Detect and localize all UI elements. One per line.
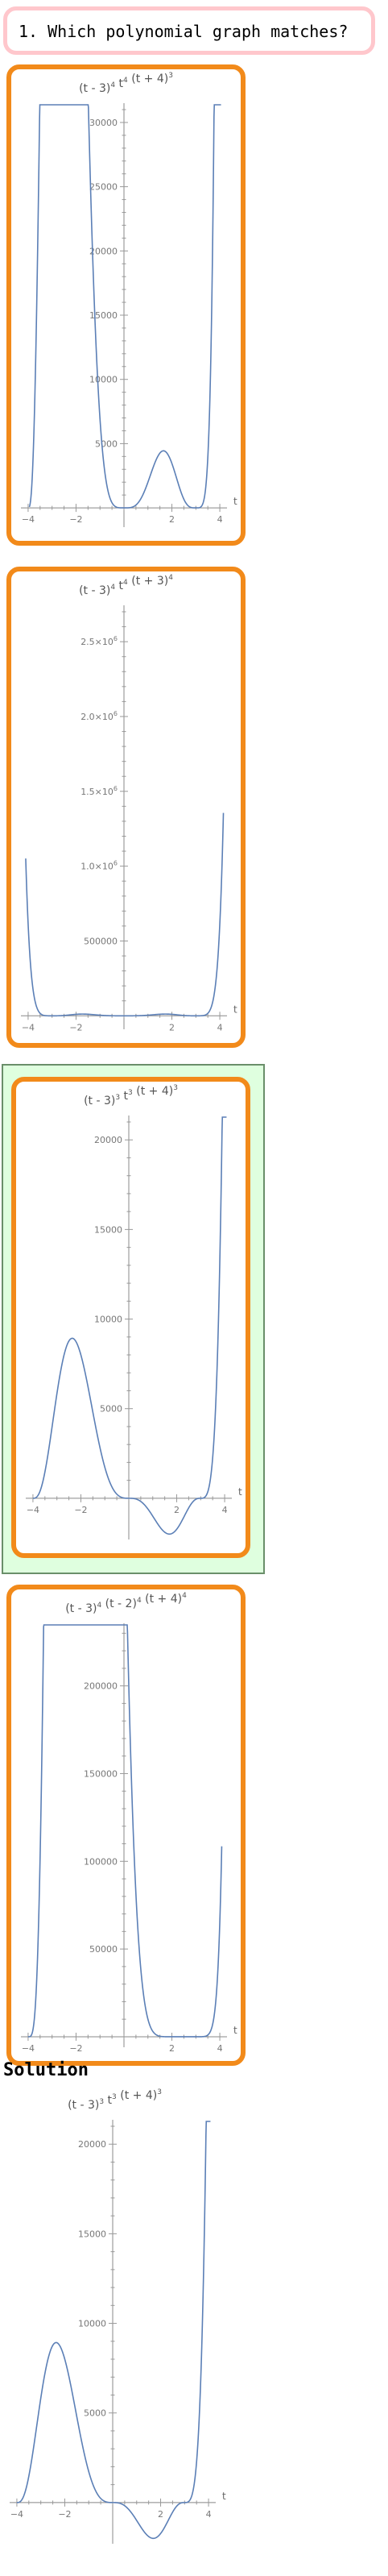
plot-title: (t - 3)4 t4 (t + 3)4 [79, 574, 173, 597]
x-tick-label: 2 [174, 1505, 180, 1515]
plot-svg: (t - 3)4 t4 (t + 4)3 −4 −2 2 4t 5000 10000 1500… [21, 72, 237, 527]
y-tick-label: 15000 [78, 2229, 106, 2239]
y-tick-label: 25000 [89, 182, 118, 193]
y-tick-label: 5000 [95, 438, 118, 449]
question-text: 1. Which polynomial graph matches? [19, 22, 349, 41]
answer-option-1[interactable]: (t - 3)4 t4 (t + 4)3 −4 −2 2 4 t 5000 10000 1500… [6, 64, 246, 546]
x-tick-label: 4 [217, 1022, 223, 1032]
plot-svg: (t - 3)4 t4 (t + 3)4 −4 −2 2 4t 500000 1.0×106… [21, 574, 237, 1032]
y-tick-label: 150000 [84, 1768, 118, 1779]
series-line [16, 2121, 211, 2540]
x-tick-label: −4 [22, 2043, 35, 2054]
y-tick-label: 50000 [89, 1944, 118, 1955]
y-tick-label: 200000 [84, 1681, 118, 1692]
answer-option-2[interactable]: (t - 3)4 t4 (t + 3)4 −4 −2 2 4 t 500000 1.0×106… [6, 567, 246, 1048]
answer-option-4[interactable]: (t - 3)4 (t - 2)4 (t + 4)4 −4 −2 2 4 t 50000 10… [6, 1585, 246, 2066]
y-tick-label: 500000 [84, 936, 118, 946]
x-tick-label: 2 [169, 2043, 175, 2054]
plot-title: (t - 3)3 t3 (t + 4)3 [84, 1084, 178, 1107]
y-tick-label: 30000 [89, 118, 118, 128]
x-tick-label: −2 [58, 2509, 71, 2520]
x-axis-label: t [222, 2491, 226, 2502]
y-tick-label: 10000 [94, 1315, 122, 1325]
series-line [25, 812, 225, 1017]
x-axis-label: t [233, 2025, 237, 2036]
x-tick-label: −4 [10, 2509, 23, 2520]
plot-title: (t - 3)4 t4 (t + 4)3 [79, 72, 173, 95]
y-tick-label: 20000 [78, 2139, 106, 2150]
x-tick-label: 2 [169, 1022, 175, 1032]
plot-svg: (t - 3)3 t3 (t + 4)3 −4 −2 2 4t 5000 10000 1500… [26, 1084, 242, 1539]
y-tick-label: 100000 [84, 1856, 118, 1867]
x-axis-label: t [233, 1003, 237, 1015]
plot-svg: (t - 3)4 (t - 2)4 (t + 4)4 −4 −2 2 4t 50000 10… [21, 1592, 237, 2054]
y-tick-label: 2.5×106 [80, 635, 118, 647]
y-tick-label: 1.5×106 [80, 785, 118, 797]
x-axis-label: t [238, 1486, 242, 1498]
y-tick-label: 5000 [100, 1404, 122, 1415]
question-box: 1. Which polynomial graph matches? [3, 6, 375, 55]
plot-title: (t - 3)4 (t - 2)4 (t + 4)4 [65, 1592, 187, 1615]
y-tick-label: 5000 [84, 2408, 106, 2419]
x-tick-label: −4 [22, 1022, 35, 1032]
x-tick-label: −2 [69, 514, 82, 525]
x-axis-label: t [233, 496, 237, 507]
y-tick-label: 20000 [94, 1135, 122, 1145]
x-tick-label: 2 [169, 514, 175, 525]
x-tick-label: −4 [22, 514, 35, 525]
answer-option-3[interactable]: (t - 3)3 t3 (t + 4)3 −4 −2 2 4 t 5000 10000 1500… [11, 1077, 250, 1558]
y-tick-label: 10000 [78, 2319, 106, 2329]
option-3-plot: (t - 3)3 t3 (t + 4)3 −4 −2 2 4 t 5000 10000 1500… [16, 1082, 246, 1553]
x-tick-label: 4 [206, 2509, 212, 2520]
plot-title: (t - 3)3 t3 (t + 4)3 [68, 2088, 162, 2112]
solution-heading: Solution [3, 2060, 89, 2080]
x-tick-label: −2 [69, 1022, 82, 1032]
series-line [32, 1116, 227, 1535]
option-4-plot: (t - 3)4 (t - 2)4 (t + 4)4 −4 −2 2 4 t 50000 10… [11, 1589, 241, 2061]
y-tick-label: 1.0×106 [80, 860, 118, 872]
x-tick-label: 4 [222, 1505, 228, 1515]
y-tick-label: 15000 [94, 1224, 122, 1235]
y-tick-label: 2.0×106 [80, 710, 118, 722]
y-tick-label: 10000 [89, 375, 118, 385]
series-line [27, 1624, 223, 2038]
x-tick-label: 4 [217, 2043, 223, 2054]
x-tick-label: −2 [69, 2043, 82, 2054]
option-2-plot: (t - 3)4 t4 (t + 3)4 −4 −2 2 4 t 500000 1.0×106… [11, 571, 241, 1043]
series-line [28, 104, 221, 509]
y-tick-label: 15000 [89, 310, 118, 321]
x-tick-label: 4 [217, 514, 223, 525]
solution-plot: (t - 3)3 t3 (t + 4)3 −4 −2 2 4 t 5000 10000 1500… [0, 2086, 229, 2557]
y-tick-label: 20000 [89, 246, 118, 256]
option-1-plot: (t - 3)4 t4 (t + 4)3 −4 −2 2 4 t 5000 10000 1500… [11, 69, 241, 541]
x-tick-label: −4 [27, 1505, 39, 1515]
x-tick-label: −2 [74, 1505, 87, 1515]
x-tick-label: 2 [158, 2509, 163, 2520]
plot-svg: (t - 3)3 t3 (t + 4)3 −4 −2 2 4t 5000 10000 1500… [10, 2088, 226, 2544]
